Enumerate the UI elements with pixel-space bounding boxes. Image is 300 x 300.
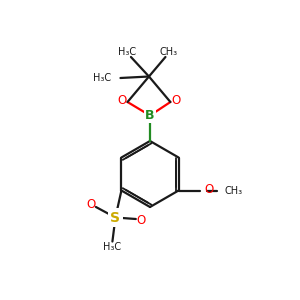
Text: O: O	[204, 183, 213, 196]
Text: O: O	[136, 214, 146, 227]
Text: O: O	[86, 198, 95, 211]
Text: H₃C: H₃C	[93, 73, 112, 83]
Text: CH₃: CH₃	[224, 185, 243, 196]
Text: CH₃: CH₃	[159, 46, 178, 57]
Text: H₃C: H₃C	[118, 46, 136, 57]
Text: B: B	[145, 109, 155, 122]
Text: H₃C: H₃C	[103, 242, 121, 253]
Text: S: S	[110, 211, 120, 224]
Text: O: O	[118, 94, 127, 107]
Text: O: O	[171, 94, 180, 107]
